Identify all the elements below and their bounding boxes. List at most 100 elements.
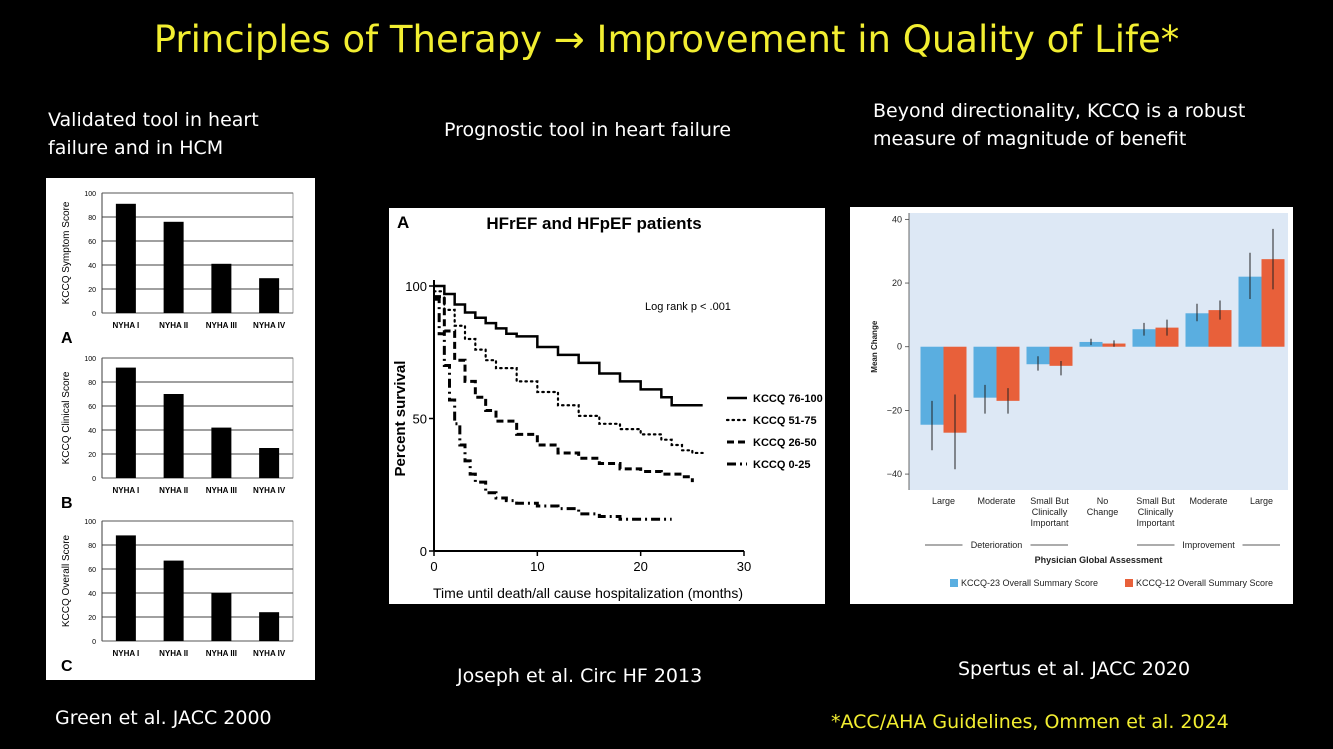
x-tick-label: 20 — [633, 559, 647, 574]
nyha-bar-charts-panel: 0 20 40 60 80 100 NYHA I NYHA II NYHA III NYHA IV… — [46, 178, 315, 680]
legend-label: KCCQ 51-75 — [753, 415, 817, 427]
x-axis-label: Physician Global Assessment — [1035, 555, 1163, 565]
nyha-chart-A: 0 20 40 60 80 100 NYHA I NYHA II NYHA III NYHA IV… — [61, 191, 294, 347]
x-tick-label: NYHA III — [206, 486, 237, 495]
caption-right-line1: Beyond directionality, KCCQ is a robust — [873, 100, 1246, 122]
x-tick-label: NYHA II — [159, 321, 188, 330]
bar — [996, 346, 1020, 401]
reference-left: Green et al. JACC 2000 — [55, 707, 272, 729]
y-tick-label: 40 — [88, 428, 96, 435]
x-tick-label: Small But Clinically Important — [1136, 496, 1175, 528]
legend-label: KCCQ-23 Overall Summary Score — [961, 578, 1098, 588]
survival-curve — [434, 297, 672, 521]
plot-frame — [101, 357, 294, 479]
bar — [1238, 276, 1262, 347]
y-tick-label: 0 — [92, 311, 96, 318]
bar — [943, 346, 967, 433]
y-tick-label: 20 — [88, 287, 96, 294]
bar — [259, 278, 280, 313]
legend-label: KCCQ 76-100 — [753, 393, 823, 405]
slide-title: Principles of Therapy → Improvement in Q… — [153, 18, 1180, 61]
legend-swatch — [1125, 579, 1133, 587]
caption-left-line1: Validated tool in heart — [48, 109, 259, 131]
bar — [1155, 327, 1179, 347]
panel-label: B — [61, 495, 73, 512]
y-tick-label: 50 — [413, 412, 427, 427]
x-tick-label: Moderate — [1189, 496, 1227, 506]
y-tick-label: 20 — [88, 615, 96, 622]
x-tick-label: Large — [1250, 496, 1273, 506]
legend-label: KCCQ-12 Overall Summary Score — [1136, 578, 1273, 588]
y-axis-label: KCCQ Symptom Score — [61, 201, 72, 304]
nyha-bar-charts: 0 20 40 60 80 100 NYHA I NYHA II NYHA III NYHA IV… — [61, 191, 294, 675]
y-tick-label: 0 — [92, 639, 96, 646]
bar — [920, 346, 944, 425]
caption-middle: Prognostic tool in heart failure — [444, 119, 732, 141]
bar — [115, 203, 136, 313]
x-tick-label: NYHA IV — [253, 486, 286, 495]
y-tick-label: 0 — [897, 342, 902, 352]
x-tick-label: NYHA IV — [253, 649, 286, 658]
caption-right-line2: measure of magnitude of benefit — [873, 128, 1187, 150]
y-tick-label: 60 — [88, 404, 96, 411]
y-tick-label: 80 — [88, 380, 96, 387]
bar — [163, 394, 184, 478]
x-tick-label: 10 — [530, 559, 544, 574]
x-tick-label: Large — [932, 496, 955, 506]
y-axis-label: Mean Change — [870, 320, 879, 373]
y-tick-label: 80 — [88, 215, 96, 222]
bar — [211, 263, 232, 313]
reference-middle: Joseph et al. Circ HF 2013 — [457, 665, 703, 687]
y-axis-label: KCCQ Overall Score — [61, 534, 72, 627]
panel-label: C — [61, 658, 73, 675]
pga-chart-panel: 40 20 0 −20 −40 Mean Change Large Moderate Small… — [850, 207, 1293, 604]
y-tick-label: 40 — [88, 591, 96, 598]
bar — [1185, 313, 1209, 347]
legend-swatch — [950, 579, 958, 587]
legend-label: KCCQ 0-25 — [753, 459, 810, 471]
bar — [1049, 346, 1073, 366]
group-label: Improvement — [1182, 540, 1235, 550]
y-tick-label: 20 — [892, 278, 902, 288]
legend-label: KCCQ 26-50 — [753, 437, 817, 449]
nyha-chart-B: 0 20 40 60 80 100 NYHA I NYHA II NYHA III NYHA IV… — [61, 356, 294, 512]
y-tick-label: 40 — [88, 263, 96, 270]
caption-left-line2: failure and in HCM — [48, 137, 224, 159]
x-tick-label: NYHA IV — [253, 321, 286, 330]
panel-label: A — [61, 330, 73, 347]
y-tick-label: 0 — [420, 544, 427, 559]
x-tick-label: NYHA II — [159, 486, 188, 495]
y-tick-label: −40 — [887, 469, 902, 479]
plot-frame — [101, 520, 294, 642]
bar — [1208, 310, 1232, 347]
reference-right: Spertus et al. JACC 2020 — [958, 658, 1191, 680]
y-tick-label: 100 — [84, 356, 96, 363]
x-tick-label: 0 — [430, 559, 437, 574]
y-axis-label: Percent survival — [392, 361, 409, 477]
x-tick-label: Moderate — [977, 496, 1015, 506]
y-tick-label: 20 — [88, 452, 96, 459]
survival-curve — [432, 290, 704, 455]
plot-background — [909, 213, 1288, 490]
caption-right: Beyond directionality, KCCQ is a robust … — [873, 97, 1245, 153]
y-tick-label: 80 — [88, 543, 96, 550]
survival-chart-panel: A HFrEF and HFpEF patients 0 50 100 0 10 20 30 Pe… — [389, 208, 825, 604]
annotation: Log rank p < .001 — [645, 301, 731, 313]
survival-chart: A HFrEF and HFpEF patients 0 50 100 0 10 20 30 Pe… — [392, 213, 823, 601]
bar — [115, 535, 136, 641]
x-tick-label: NYHA III — [206, 321, 237, 330]
survival-curve — [434, 284, 703, 407]
y-axis-label: KCCQ Clinical Score — [61, 371, 72, 464]
group-label: Deterioration — [971, 540, 1023, 550]
bar — [211, 593, 232, 641]
bar — [1132, 329, 1156, 347]
bar — [163, 560, 184, 641]
y-tick-label: 100 — [84, 191, 96, 198]
nyha-chart-C: 0 20 40 60 80 100 NYHA I NYHA II NYHA III NYHA IV… — [61, 519, 294, 675]
plot-frame — [101, 192, 294, 314]
x-tick-label: NYHA II — [159, 649, 188, 658]
panel-label: A — [397, 213, 409, 232]
y-tick-label: 60 — [88, 567, 96, 574]
x-tick-label: NYHA I — [112, 321, 139, 330]
pga-chart: 40 20 0 −20 −40 Mean Change Large Moderate Small… — [870, 213, 1288, 588]
